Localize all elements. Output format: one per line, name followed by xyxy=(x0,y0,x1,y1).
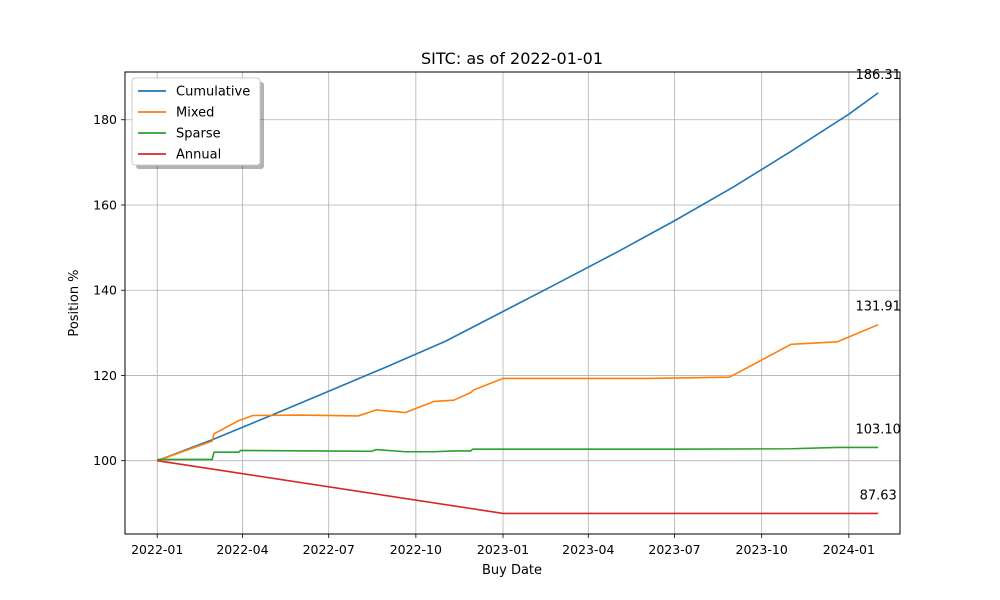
x-tick-label: 2023-01 xyxy=(477,542,529,557)
y-axis-label: Position % xyxy=(67,269,82,336)
x-tick-label: 2023-04 xyxy=(562,542,614,557)
series-lines xyxy=(156,92,879,515)
y-tick-label: 180 xyxy=(93,112,117,127)
x-axis-label: Buy Date xyxy=(482,563,542,578)
x-tick-label: 2023-10 xyxy=(736,542,788,557)
end-value-label-cumulative: 186.31 xyxy=(855,68,901,83)
x-tick-label: 2022-04 xyxy=(216,542,268,557)
series-line-cumulative xyxy=(156,92,879,462)
legend-box xyxy=(131,77,261,166)
end-value-label-annual: 87.63 xyxy=(860,488,897,503)
legend-entries: Cumulative Mixed Sparse Annual xyxy=(138,85,250,163)
x-tick-label: 2024-01 xyxy=(823,542,875,557)
plot-frame xyxy=(124,71,901,535)
end-value-label-sparse: 103.10 xyxy=(855,422,901,437)
y-tick-label: 100 xyxy=(93,453,117,468)
y-tick-label: 120 xyxy=(93,368,117,383)
x-tick-label: 2022-01 xyxy=(131,542,183,557)
legend-label-mixed: Mixed xyxy=(176,106,214,121)
series-line-mixed xyxy=(156,323,879,462)
axis-ticks: 2022-01 2022-04 2022-07 2022-10 2023-01 2023-… xyxy=(93,112,875,557)
legend: Cumulative Mixed Sparse Annual xyxy=(131,77,264,169)
chart-title: SITC: as of 2022-01-01 xyxy=(421,49,603,68)
y-tick-label: 140 xyxy=(93,283,117,298)
series-line-annual xyxy=(157,459,879,515)
x-tick-label: 2022-10 xyxy=(390,542,442,557)
end-value-label-mixed: 131.91 xyxy=(855,300,901,315)
y-tick-label: 160 xyxy=(93,197,117,212)
legend-label-annual: Annual xyxy=(176,148,221,163)
legend-label-sparse: Sparse xyxy=(176,127,221,142)
grid xyxy=(125,72,900,534)
legend-label-cumulative: Cumulative xyxy=(176,85,250,100)
x-tick-label: 2022-07 xyxy=(303,542,355,557)
end-value-labels: 186.31 131.91 103.10 87.63 xyxy=(855,68,901,504)
x-tick-label: 2023-07 xyxy=(648,542,700,557)
series-line-sparse xyxy=(157,446,879,461)
